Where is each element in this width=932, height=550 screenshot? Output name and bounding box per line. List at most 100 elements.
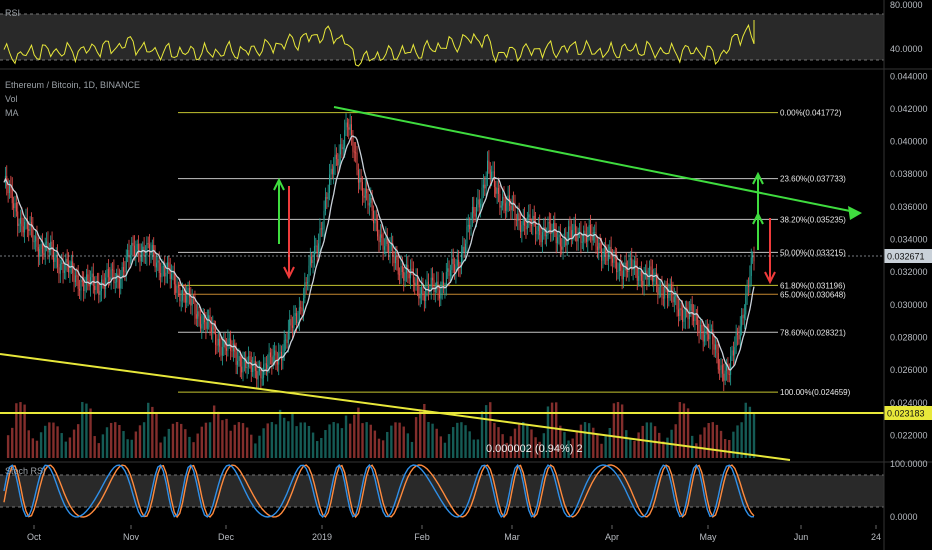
candle-body-363	[502, 196, 504, 206]
candle-body-46	[66, 258, 68, 263]
candle-body-153	[213, 324, 215, 330]
candle-body-446	[616, 258, 618, 273]
volume-bar-66	[93, 436, 96, 458]
candle-body-225	[312, 260, 314, 264]
candle-body-111	[155, 262, 157, 268]
candle-body-521	[719, 369, 721, 371]
green-resistance-trendline	[333, 106, 861, 214]
fib-label-7: 100.00%(0.024659)	[780, 388, 851, 397]
volume-bar-270	[373, 430, 377, 458]
candle-body-365	[504, 203, 506, 211]
volume-bar-414	[571, 438, 574, 458]
volume-bar-60	[85, 403, 88, 458]
volume-bar-495	[682, 403, 686, 458]
fib-label-4: 61.80%(0.031196)	[780, 281, 846, 290]
candle-body-516	[712, 329, 714, 345]
volume-bar-105	[147, 402, 150, 458]
price-tick-10: 0.024000	[890, 398, 928, 408]
candle-body-526	[726, 364, 728, 371]
volume-bar-372	[513, 428, 517, 458]
candle-body-543	[749, 275, 751, 287]
candle-body-492	[679, 308, 681, 316]
candle-body-202	[280, 351, 282, 361]
volume-bar-336	[464, 425, 467, 458]
candle-body-256	[355, 152, 357, 154]
candle-body-370	[511, 201, 513, 211]
volume-bar-330	[456, 422, 459, 458]
candle-body-513	[708, 334, 710, 340]
candle-body-246	[341, 144, 343, 150]
candle-body-404	[558, 234, 560, 238]
candle-body-98	[138, 243, 140, 254]
candle-body-172	[239, 356, 241, 367]
fib-label-1: 23.60%(0.037733)	[780, 175, 846, 184]
volume-bar-489	[674, 424, 677, 458]
candle-body-138	[193, 298, 195, 300]
volume-bar-333	[460, 422, 463, 458]
candle-body-255	[353, 151, 355, 153]
candle-body-219	[304, 282, 306, 299]
candle-body-281	[389, 246, 391, 253]
candle-body-395	[546, 235, 548, 237]
volume-bar-492	[678, 402, 682, 458]
candle-body-201	[279, 351, 281, 354]
candle-body-532	[734, 346, 736, 356]
price-tick-9: 0.026000	[890, 365, 928, 375]
volume-bar-507	[699, 434, 702, 458]
candle-body-67	[95, 281, 97, 290]
candle-body-264	[366, 188, 368, 194]
candle-body-80	[113, 269, 115, 283]
candle-body-262	[363, 195, 365, 198]
candle-body-161	[224, 339, 226, 349]
volume-bar-345	[476, 439, 480, 458]
candle-body-233	[323, 210, 325, 229]
candle-body-211	[293, 315, 295, 328]
candle-body-339	[469, 224, 471, 230]
candle-body-426	[588, 225, 590, 234]
candle-body-306	[423, 295, 425, 301]
candle-body-191	[265, 363, 267, 372]
candle-body-210	[291, 325, 293, 328]
volume-bar-9	[15, 403, 18, 458]
volume-bar-243	[336, 423, 339, 458]
volume-bar-15	[23, 404, 26, 458]
candle-body-534	[737, 332, 738, 335]
candle-body-180	[250, 360, 252, 373]
candle-body-167	[232, 343, 234, 352]
svg-text:0.023183: 0.023183	[887, 409, 925, 419]
volume-bar-231	[320, 437, 323, 458]
candle-body-66	[94, 285, 96, 290]
candle-body-373	[515, 219, 517, 221]
candle-body-136	[190, 297, 192, 306]
candle-body-284	[393, 256, 395, 264]
candle-body-257	[356, 152, 358, 170]
candle-body-530	[731, 350, 733, 357]
candle-body-205	[285, 339, 287, 341]
candle-body-289	[400, 266, 402, 275]
volume-bar-312	[431, 423, 434, 458]
volume-bar-129	[179, 423, 183, 458]
volume-bar-321	[443, 442, 447, 458]
candle-body-12	[20, 217, 21, 224]
volume-bar-147	[204, 422, 208, 458]
candle-body-272	[377, 220, 379, 237]
candle-body-204	[283, 340, 285, 355]
candle-body-232	[322, 228, 324, 230]
candle-body-378	[522, 217, 524, 226]
candle-body-401	[554, 222, 556, 233]
candle-body-319	[441, 281, 443, 290]
candle-body-394	[544, 227, 546, 237]
candle-body-524	[723, 373, 725, 381]
candle-body-376	[520, 221, 521, 232]
candle-body-379	[524, 217, 526, 226]
candle-body-30	[44, 242, 46, 255]
candle-body-331	[458, 259, 460, 268]
candle-body-447	[617, 270, 619, 273]
volume-bar-171	[237, 422, 241, 458]
candle-body-143	[199, 316, 201, 329]
volume-bar-195	[270, 422, 274, 458]
candle-body-462	[638, 276, 640, 281]
candle-body-486	[671, 284, 673, 293]
candle-body-148	[206, 319, 208, 329]
